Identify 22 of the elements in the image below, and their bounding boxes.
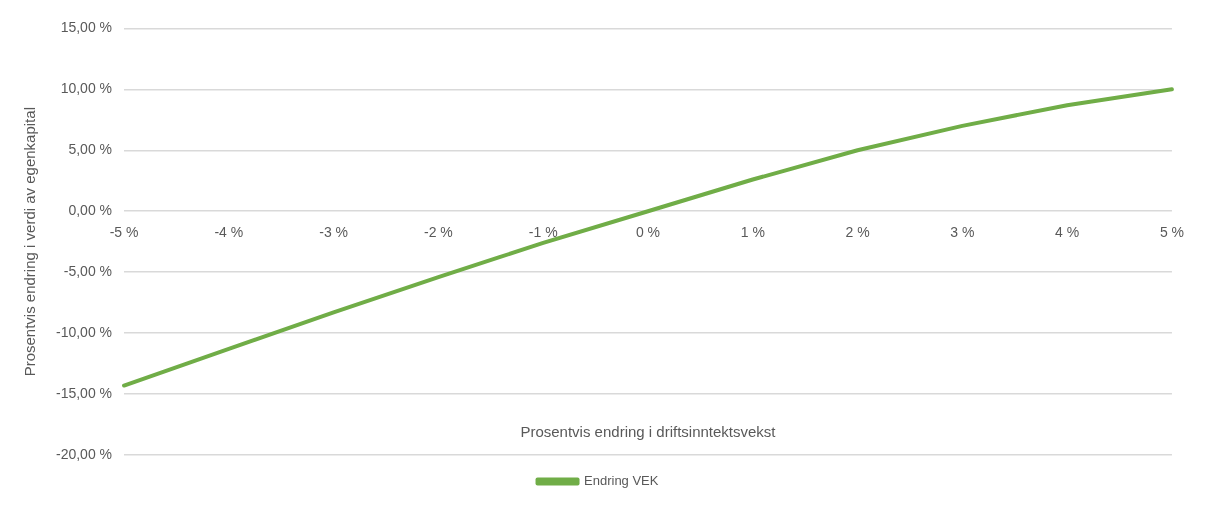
x-tick-label: -2 % bbox=[424, 224, 453, 241]
x-tick-label: 1 % bbox=[740, 224, 765, 241]
x-tick-label: -5 % bbox=[109, 224, 139, 241]
y-tick-label: -20,00 % bbox=[55, 445, 113, 462]
x-tick-label: 4 % bbox=[1055, 224, 1080, 241]
x-tick-label: 5 % bbox=[1159, 224, 1184, 241]
x-tick-label: -1 % bbox=[528, 224, 558, 241]
x-tick-label: -4 % bbox=[214, 224, 244, 241]
legend-label: Endring VEK bbox=[584, 473, 659, 489]
y-tick-label: 10,00 % bbox=[60, 80, 113, 97]
y-axis-title: Prosentvis endring i verdi av egenkapital bbox=[21, 107, 39, 377]
x-tick-label: 0 % bbox=[635, 224, 661, 241]
y-tick-label: -5,00 % bbox=[63, 263, 113, 280]
y-tick-label: 0,00 % bbox=[68, 202, 113, 219]
x-tick-label: 2 % bbox=[845, 224, 870, 241]
x-axis-title: Prosentvis endring i driftsinntektsvekst bbox=[520, 423, 777, 441]
y-tick-label: 15,00 % bbox=[60, 19, 113, 36]
x-tick-label: 3 % bbox=[950, 224, 975, 241]
x-tick-label: -3 % bbox=[319, 224, 349, 241]
y-tick-label: 5,00 % bbox=[68, 141, 113, 158]
y-tick-label: -15,00 % bbox=[55, 384, 113, 401]
y-tick-label: -10,00 % bbox=[55, 323, 113, 340]
